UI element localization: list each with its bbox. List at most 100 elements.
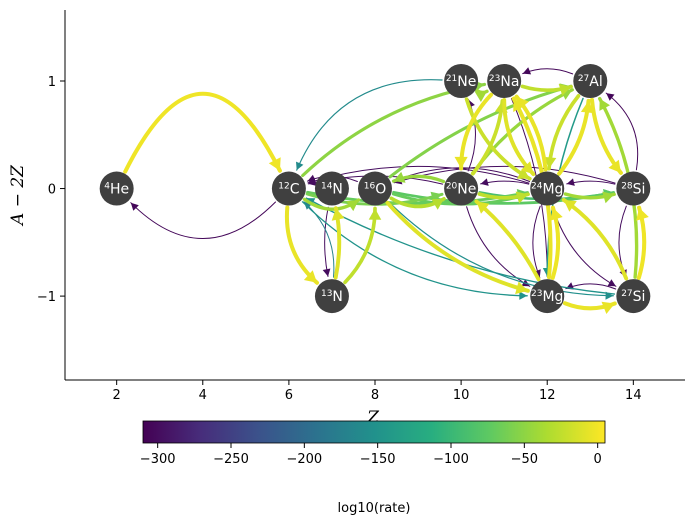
reaction-link <box>305 197 616 295</box>
reaction-arrowhead <box>368 208 382 220</box>
reaction-arrowhead <box>480 178 489 186</box>
nuclide-label: 28Si <box>621 182 645 198</box>
reaction-arrowhead <box>608 159 621 173</box>
y-ticks: −1 0 1 <box>37 75 65 305</box>
nuclide-node-circle <box>444 63 479 98</box>
nuclide-label: 23Na <box>489 74 520 90</box>
reaction-link <box>547 94 581 171</box>
nuclide-node-circle <box>487 63 522 98</box>
reaction-link <box>296 79 443 171</box>
nuclide-node-circle <box>616 171 651 206</box>
nuclide-node-al27: 27Al <box>573 63 608 98</box>
colorbar-tick-label: −300 <box>140 452 176 467</box>
nuclide-node-circle <box>358 171 392 206</box>
nuclide-label: 27Si <box>621 289 645 305</box>
nuclide-node-circle <box>271 171 306 206</box>
nuclide-node-circle <box>444 171 479 206</box>
reaction-link <box>301 201 528 297</box>
reaction-arrowhead <box>130 202 139 211</box>
nuclide-node-circle <box>616 279 651 314</box>
nuclide-label: 20Ne <box>446 182 477 198</box>
nuclide-label: 16O <box>364 182 386 198</box>
reaction-link <box>466 206 531 287</box>
x-tick-label: 8 <box>371 388 379 403</box>
reaction-arrowhead <box>431 198 444 210</box>
reaction-arrowhead <box>601 301 615 314</box>
y-tick-label: 1 <box>48 75 56 90</box>
nuclide-node-circle <box>530 171 565 206</box>
nuclide-node-circle <box>99 171 134 206</box>
reaction-link <box>324 206 329 277</box>
reaction-arrowhead <box>303 270 317 283</box>
x-ticks: 2 4 6 8 10 12 14 <box>113 380 642 403</box>
nuclide-node-ne21: 21Ne <box>444 63 479 98</box>
colorbar-label: log10(rate) <box>338 501 411 516</box>
nuclide-label: 23Mg <box>531 289 563 305</box>
reaction-arrowhead <box>566 178 575 186</box>
colorbar-tick-label: −150 <box>360 452 396 467</box>
reaction-link <box>464 97 532 181</box>
reaction-arrowhead <box>522 67 532 75</box>
reaction-arrowhead <box>602 191 615 204</box>
reaction-arrowhead <box>580 100 594 114</box>
reaction-arrowhead <box>268 157 281 171</box>
nuclide-label: 27Al <box>578 74 603 90</box>
nuclide-label: 21Ne <box>446 74 477 90</box>
nuclide-node-o16: 16O <box>358 171 392 206</box>
reaction-arrowhead <box>296 161 304 171</box>
nuclide-node-circle <box>314 279 349 314</box>
reaction-arrowhead <box>516 167 530 179</box>
reaction-arrowhead <box>599 98 610 111</box>
colorbar-tick-label: −100 <box>433 452 469 467</box>
nuclide-node-n14: 14N <box>314 171 349 206</box>
reaction-link <box>303 201 335 278</box>
nuclide-node-mg24: 24Mg <box>530 171 565 206</box>
reaction-arrowhead <box>606 93 615 101</box>
y-tick-label: 0 <box>48 183 56 198</box>
reaction-arrowhead <box>563 199 577 212</box>
nuclide-label: 14N <box>321 182 343 198</box>
colorbar-gradient <box>142 420 606 444</box>
nuclide-node-circle <box>530 279 565 314</box>
nuclide-node-he4: 4He <box>99 171 134 206</box>
reaction-link <box>532 205 541 278</box>
colorbar-tick-label: −200 <box>286 452 322 467</box>
nuclide-label: 4He <box>104 182 129 198</box>
nuclide-node-ne20: 20Ne <box>444 171 479 206</box>
nuclide-node-c12: 12C <box>271 171 306 206</box>
x-tick-label: 6 <box>285 388 293 403</box>
reaction-arrowhead <box>515 281 528 295</box>
reaction-arrowhead <box>322 268 331 277</box>
nuclide-label: 13N <box>321 289 343 305</box>
reaction-arrowhead <box>558 83 572 96</box>
x-tick-label: 4 <box>199 388 207 403</box>
nuclide-label: 12C <box>278 182 299 198</box>
reaction-link <box>123 91 282 174</box>
colorbar-ticks: −300 −250 −200 −150 −100 −50 0 <box>140 443 602 467</box>
nuclide-node-si27: 27Si <box>616 279 651 314</box>
nuclide-node-n13: 13N <box>314 279 349 314</box>
colorbar-tick-label: 0 <box>594 452 602 467</box>
colorbar: −300 −250 −200 −150 −100 −50 0 log10(rate) <box>140 420 606 516</box>
x-tick-label: 14 <box>625 388 642 403</box>
reaction-arrowhead <box>607 279 616 287</box>
reaction-link <box>474 199 541 282</box>
nuclide-node-circle <box>573 63 608 98</box>
reaction-link <box>605 92 639 171</box>
x-tick-label: 10 <box>453 388 470 403</box>
nuclide-nodes: 4He 12C 13N 14N 16O 20Ne 21Ne 23Na 23Mg 24Mg 27Al 2… <box>99 63 651 314</box>
colorbar-tick-label: −50 <box>511 452 538 467</box>
y-axis-label: A − 2Z <box>8 164 28 227</box>
reaction-arrowhead <box>476 201 490 214</box>
reaction-arrowhead <box>331 208 345 221</box>
nuclide-node-mg23: 23Mg <box>530 279 565 314</box>
reaction-arrowhead <box>515 191 529 204</box>
nuclide-label: 24Mg <box>531 182 563 198</box>
colorbar-tick-label: −250 <box>213 452 249 467</box>
nuclide-node-si28: 28Si <box>616 171 651 206</box>
reaction-arrowhead <box>393 171 406 183</box>
reaction-arrowhead <box>513 98 525 112</box>
reaction-arrowhead <box>636 207 649 221</box>
x-tick-label: 12 <box>539 388 556 403</box>
